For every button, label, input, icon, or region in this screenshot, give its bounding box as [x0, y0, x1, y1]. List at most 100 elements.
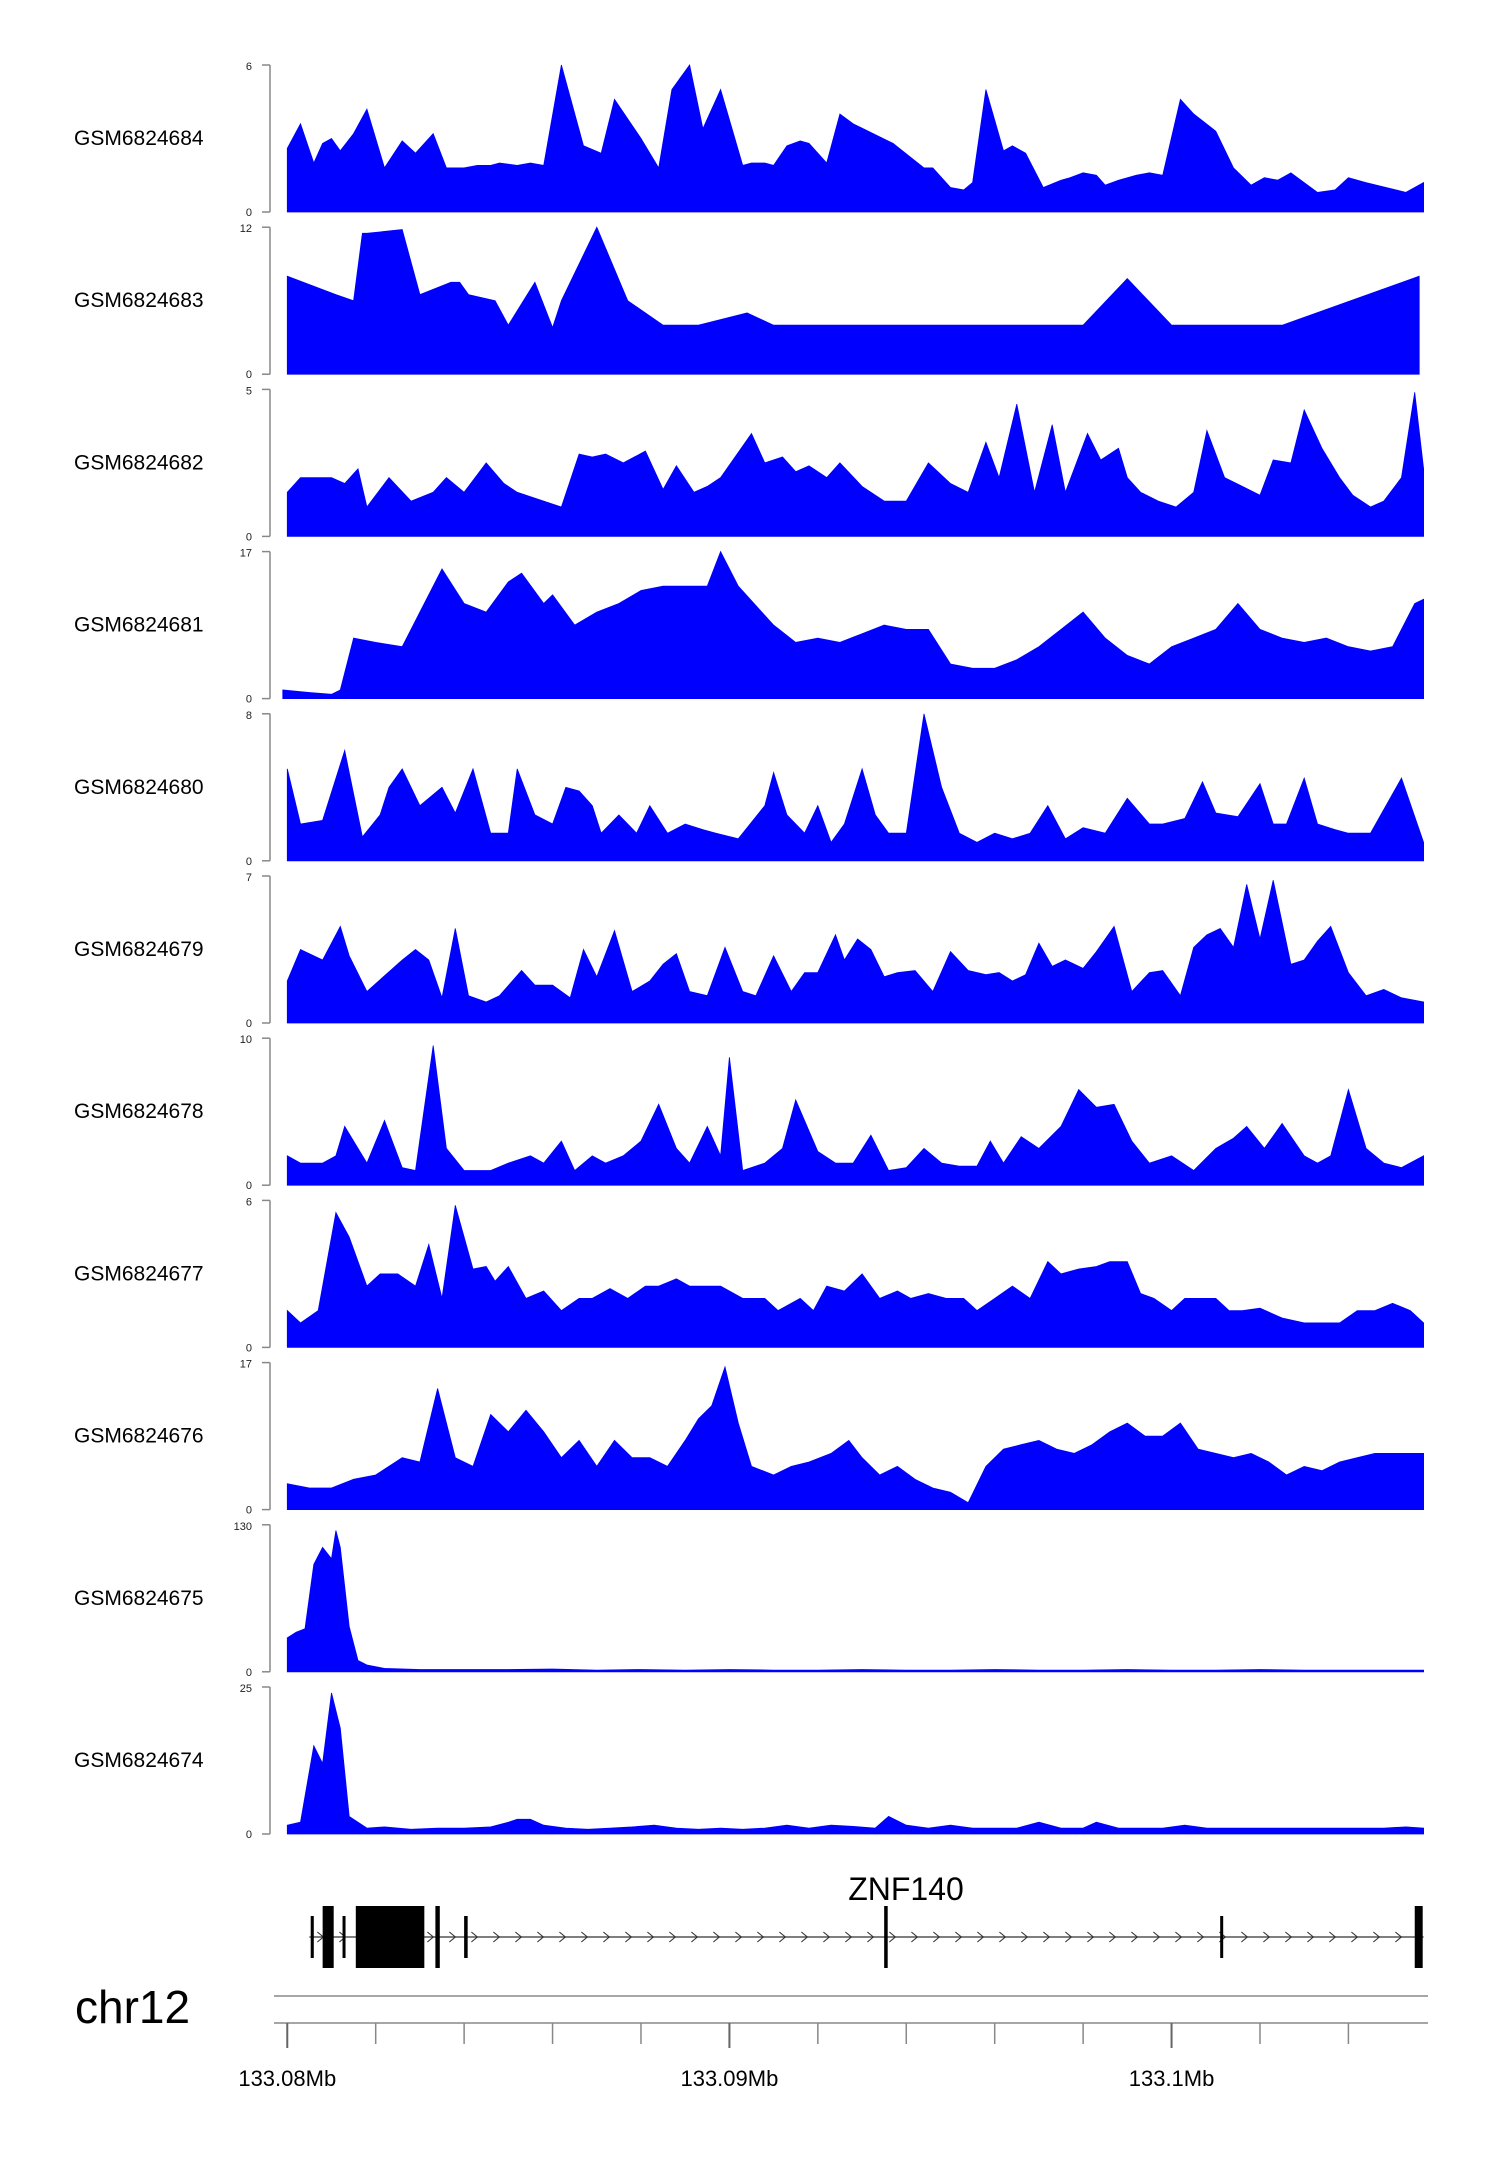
track-label: GSM6824679: [74, 938, 204, 961]
strand-arrow: [603, 1931, 611, 1943]
track-label: GSM6824680: [74, 776, 204, 799]
coverage-area: [286, 880, 1424, 1024]
y-max-label: 7: [246, 872, 252, 884]
strand-arrow: [1065, 1931, 1073, 1943]
data-tracks: GSM682468460GSM6824683120GSM682468250GSM…: [74, 61, 1424, 1841]
strand-arrow: [449, 1931, 457, 1943]
coverage-area: [286, 1045, 1424, 1186]
strand-arrow: [647, 1931, 655, 1943]
strand-arrow: [559, 1931, 567, 1943]
strand-arrow: [757, 1931, 765, 1943]
track-GSM6824679: GSM6824679 7 0: [74, 872, 1424, 1030]
gene-label: ZNF140: [848, 1871, 964, 1907]
y-max-label: 25: [240, 1683, 252, 1695]
strand-arrow: [625, 1931, 633, 1943]
strand-arrow: [581, 1931, 589, 1943]
strand-arrow: [1307, 1931, 1315, 1943]
track-GSM6824674: GSM6824674 25 0: [74, 1683, 1424, 1841]
y-max-label: 17: [240, 548, 252, 560]
strand-arrow: [735, 1931, 743, 1943]
strand-arrow: [867, 1931, 875, 1943]
strand-arrow: [955, 1931, 963, 1943]
exon: [310, 1916, 314, 1958]
strand-arrow: [493, 1931, 501, 1943]
coverage-area: [286, 1692, 1424, 1835]
strand-arrow: [1329, 1931, 1337, 1943]
strand-arrow: [515, 1931, 523, 1943]
track-label: GSM6824676: [74, 1425, 204, 1448]
strand-arrow: [713, 1931, 721, 1943]
exon: [464, 1916, 468, 1958]
strand-arrow: [1153, 1931, 1161, 1943]
axis-marks: 133.08Mb 133.09Mb 133.1Mb: [238, 1995, 1428, 2091]
track-label: GSM6824684: [74, 127, 204, 150]
track-label: GSM6824682: [74, 451, 204, 474]
y-min-label: 0: [246, 1667, 252, 1679]
strand-arrow: [471, 1931, 479, 1943]
strand-arrow: [1087, 1931, 1095, 1943]
chromosome-label: chr12: [75, 1981, 190, 2033]
strand-arrow: [1197, 1931, 1205, 1943]
coverage-area: [286, 713, 1424, 862]
y-max-label: 17: [240, 1359, 252, 1371]
y-min-label: 0: [246, 531, 252, 543]
y-max-label: 5: [246, 385, 252, 397]
y-max-label: 10: [240, 1034, 252, 1046]
strand-arrow: [537, 1931, 545, 1943]
genome-axis: chr12 133.08Mb 133.09Mb 133.1Mb: [75, 1981, 1428, 2091]
strand-arrow: [669, 1931, 677, 1943]
y-max-label: 130: [234, 1521, 252, 1533]
strand-arrow: [999, 1931, 1007, 1943]
strand-arrow: [1109, 1931, 1117, 1943]
strand-arrow: [889, 1931, 897, 1943]
track-GSM6824683: GSM6824683 12 0: [74, 223, 1420, 381]
exon: [322, 1906, 334, 1968]
strand-arrow: [1043, 1931, 1051, 1943]
track-label: GSM6824677: [74, 1262, 204, 1285]
track-label: GSM6824678: [74, 1100, 204, 1123]
gene-model: [309, 1906, 1424, 1968]
y-min-label: 0: [246, 369, 252, 381]
y-min-label: 0: [246, 1829, 252, 1841]
gene-track: ZNF140: [309, 1871, 1424, 1968]
strand-arrow: [1241, 1931, 1249, 1943]
strand-arrow: [977, 1931, 985, 1943]
tick-label: 133.09Mb: [680, 2066, 778, 2091]
strand-arrow: [691, 1931, 699, 1943]
y-min-label: 0: [246, 207, 252, 219]
y-min-label: 0: [246, 1018, 252, 1030]
exon: [1220, 1916, 1224, 1958]
track-GSM6824684: GSM6824684 6 0: [74, 61, 1424, 219]
coverage-area: [286, 64, 1424, 213]
y-min-label: 0: [246, 694, 252, 706]
y-max-label: 6: [246, 1196, 252, 1208]
strand-arrow: [933, 1931, 941, 1943]
strand-arrow: [779, 1931, 787, 1943]
track-GSM6824678: GSM6824678 10 0: [74, 1034, 1424, 1192]
strand-arrow: [1395, 1931, 1403, 1943]
strand-arrow: [1021, 1931, 1029, 1943]
track-label: GSM6824674: [74, 1749, 204, 1772]
y-max-label: 6: [246, 61, 252, 73]
exon: [342, 1916, 346, 1958]
tick-label: 133.08Mb: [238, 2066, 336, 2091]
track-GSM6824677: GSM6824677 6 0: [74, 1196, 1424, 1354]
coverage-area: [286, 1365, 1424, 1510]
strand-arrow: [427, 1931, 435, 1943]
strand-arrow: [911, 1931, 919, 1943]
track-GSM6824676: GSM6824676 17 0: [74, 1359, 1424, 1517]
y-min-label: 0: [246, 1505, 252, 1517]
coverage-area: [282, 550, 1424, 699]
track-label: GSM6824681: [74, 614, 204, 637]
coverage-area: [286, 1205, 1424, 1348]
exon: [884, 1906, 888, 1968]
coverage-area: [286, 392, 1424, 537]
track-label: GSM6824683: [74, 289, 204, 312]
track-GSM6824682: GSM6824682 5 0: [74, 385, 1424, 543]
track-label: GSM6824675: [74, 1587, 204, 1610]
y-min-label: 0: [246, 1180, 252, 1192]
y-min-label: 0: [246, 856, 252, 868]
strand-arrow: [845, 1931, 853, 1943]
coverage-area: [286, 226, 1420, 375]
